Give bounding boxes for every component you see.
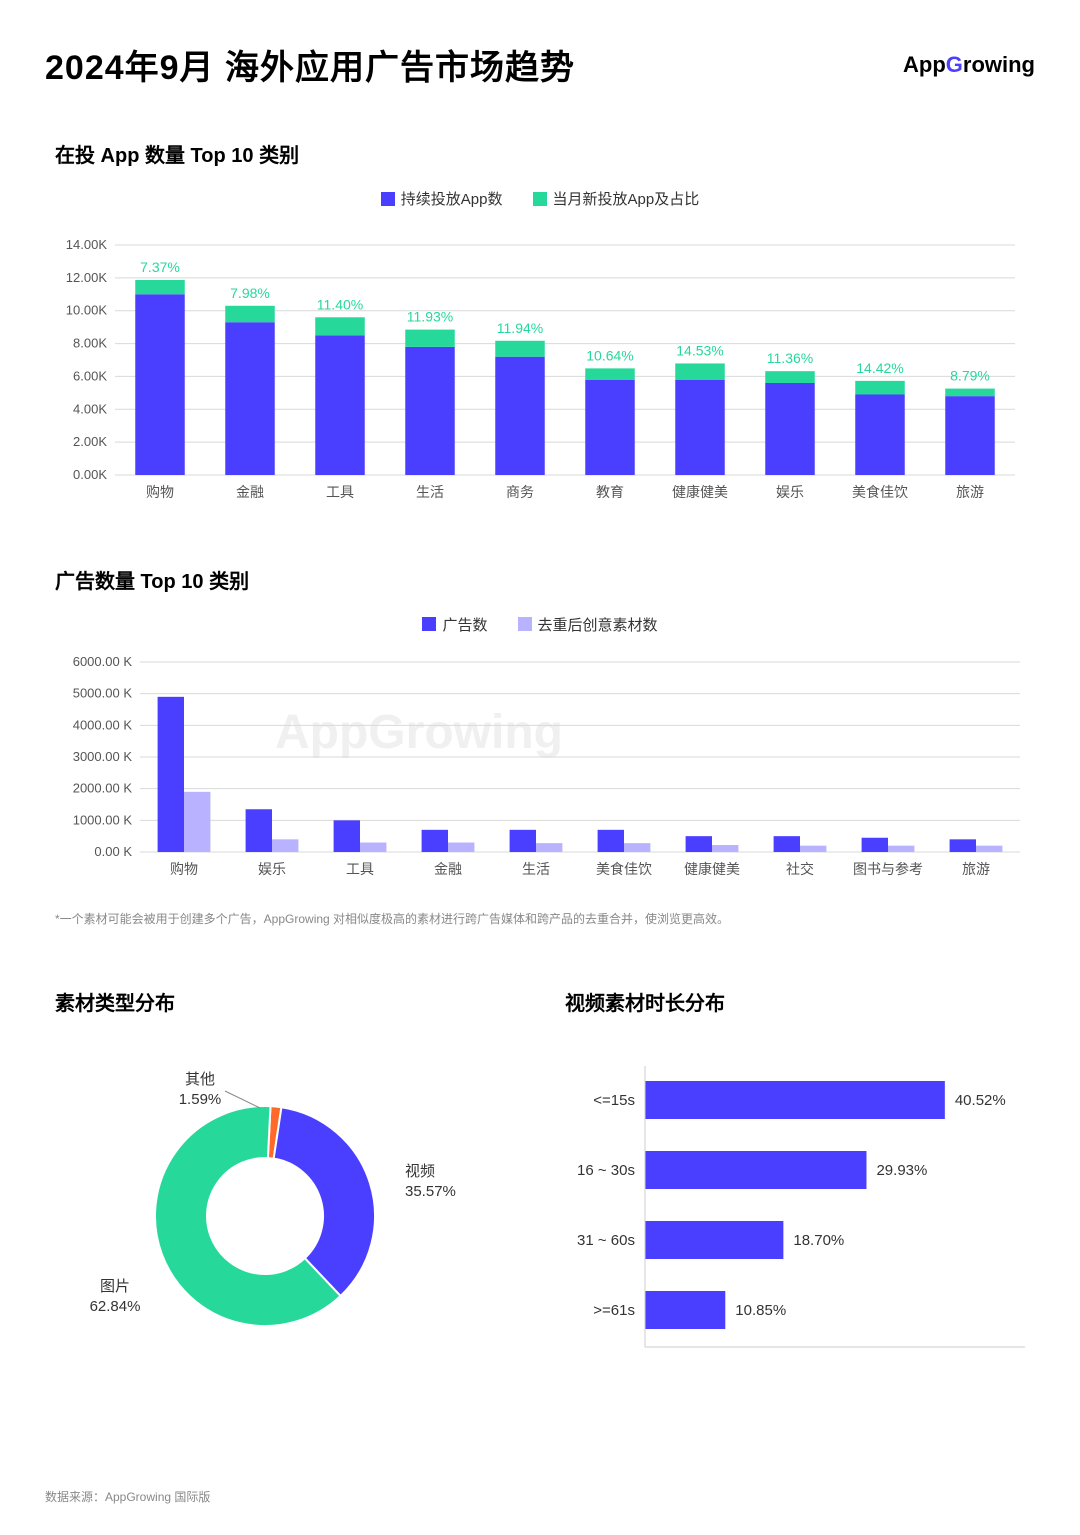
legend-item: 持续投放App数 [381,188,503,209]
svg-text:<=15s: <=15s [593,1092,635,1109]
svg-text:1000.00 K: 1000.00 K [73,812,133,827]
legend-swatch [518,617,532,631]
svg-text:11.40%: 11.40% [317,296,363,312]
legend-swatch [381,192,395,206]
svg-text:29.93%: 29.93% [876,1162,927,1179]
chart4-title: 视频素材时长分布 [565,987,1035,1016]
svg-text:图片: 图片 [100,1278,130,1295]
svg-text:62.84%: 62.84% [90,1298,141,1315]
svg-text:10.85%: 10.85% [735,1302,786,1319]
data-source: 数据来源：AppGrowing 国际版 [45,1488,210,1505]
svg-text:10.64%: 10.64% [586,347,633,363]
svg-text:娱乐: 娱乐 [776,484,804,500]
legend-item: 广告数 [422,614,487,635]
svg-text:图书与参考: 图书与参考 [853,861,923,877]
chart1-title: 在投 App 数量 Top 10 类别 [55,139,1035,168]
svg-text:购物: 购物 [146,484,174,500]
legend-swatch [422,617,436,631]
svg-text:教育: 教育 [596,484,624,500]
svg-text:工具: 工具 [326,484,354,500]
svg-text:>=61s: >=61s [593,1302,635,1319]
chart1-legend: 持续投放App数 当月新投放App及占比 [45,188,1035,210]
chart2-legend: 广告数 去重后创意素材数 [45,614,1035,636]
svg-text:娱乐: 娱乐 [258,861,286,877]
svg-text:35.57%: 35.57% [405,1183,456,1200]
chart1-stacked-bar: 0.00K 2.00K 4.00K 6.00K 8.00K 10.00K 12.00K 14.… [45,225,1035,505]
svg-text:健康健美: 健康健美 [684,861,740,877]
svg-text:6000.00 K: 6000.00 K [73,654,133,669]
svg-text:旅游: 旅游 [956,484,984,500]
chart3-title: 素材类型分布 [55,987,525,1016]
svg-text:视频: 视频 [405,1163,435,1180]
legend-item: 去重后创意素材数 [518,614,658,635]
page-title: 2024年9月 海外应用广告市场趋势 [45,40,575,89]
svg-text:10.00K: 10.00K [66,302,108,317]
svg-text:7.98%: 7.98% [230,284,270,300]
svg-text:3000.00 K: 3000.00 K [73,749,133,764]
svg-text:0.00 K: 0.00 K [94,844,132,859]
svg-text:工具: 工具 [346,861,374,877]
svg-text:16 ~ 30s: 16 ~ 30s [577,1162,635,1179]
hbar-column: 视频素材时长分布 <=15s 40.52% 16 ~ 30s 29.93% 31 ~ 6… [555,987,1035,1356]
lower-row: 素材类型分布 其他 1.59% 视频 35.57% 图片 62.84% 视频素材时长分布 … [45,987,1035,1356]
svg-text:美食佳饮: 美食佳饮 [852,484,908,500]
svg-text:14.53%: 14.53% [676,342,723,358]
legend-swatch [533,192,547,206]
svg-text:其他: 其他 [185,1071,215,1088]
svg-text:8.00K: 8.00K [73,335,107,350]
brand-logo: AppGrowing [903,52,1035,78]
svg-text:14.42%: 14.42% [856,359,903,375]
svg-text:购物: 购物 [170,861,198,877]
legend-item: 当月新投放App及占比 [533,188,700,209]
legend-label: 持续投放App数 [401,188,503,209]
chart2-title: 广告数量 Top 10 类别 [55,565,1035,594]
svg-text:12.00K: 12.00K [66,269,108,284]
svg-text:生活: 生活 [522,861,550,877]
donut-column: 素材类型分布 其他 1.59% 视频 35.57% 图片 62.84% [45,987,525,1356]
svg-text:5000.00 K: 5000.00 K [73,686,133,701]
svg-text:11.36%: 11.36% [767,350,813,366]
svg-text:金融: 金融 [434,861,462,877]
svg-text:1.59%: 1.59% [179,1091,222,1108]
svg-text:2000.00 K: 2000.00 K [73,781,133,796]
svg-text:生活: 生活 [416,484,444,500]
header: 2024年9月 海外应用广告市场趋势 AppGrowing [45,40,1035,89]
svg-text:8.79%: 8.79% [950,367,990,383]
svg-text:7.37%: 7.37% [140,258,180,274]
svg-text:11.94%: 11.94% [497,319,543,335]
svg-text:旅游: 旅游 [962,861,990,877]
svg-text:0.00K: 0.00K [73,467,107,482]
svg-text:社交: 社交 [786,861,814,877]
svg-text:2.00K: 2.00K [73,434,107,449]
svg-text:商务: 商务 [506,484,534,500]
legend-label: 去重后创意素材数 [538,614,658,635]
svg-text:健康健美: 健康健美 [672,484,728,500]
legend-label: 当月新投放App及占比 [553,188,700,209]
svg-text:14.00K: 14.00K [66,237,108,252]
svg-text:金融: 金融 [236,484,264,500]
svg-text:4.00K: 4.00K [73,401,107,416]
svg-text:40.52%: 40.52% [955,1092,1006,1109]
chart2-grouped-bar: AppGrowing 0.00 K1000.00 K2000.00 K3000.… [45,650,1035,890]
svg-text:11.93%: 11.93% [407,308,453,324]
svg-text:6.00K: 6.00K [73,368,107,383]
svg-text:18.70%: 18.70% [793,1232,844,1249]
svg-text:美食佳饮: 美食佳饮 [596,861,652,877]
svg-text:4000.00 K: 4000.00 K [73,717,133,732]
svg-text:31 ~ 60s: 31 ~ 60s [577,1232,635,1249]
chart2-footnote: *一个素材可能会被用于创建多个广告，AppGrowing 对相似度极高的素材进行… [55,910,1035,927]
legend-label: 广告数 [442,614,487,635]
chart4-hbar: <=15s 40.52% 16 ~ 30s 29.93% 31 ~ 60s 18.70% >… [555,1036,1035,1356]
chart3-donut: 其他 1.59% 视频 35.57% 图片 62.84% [45,1036,525,1356]
